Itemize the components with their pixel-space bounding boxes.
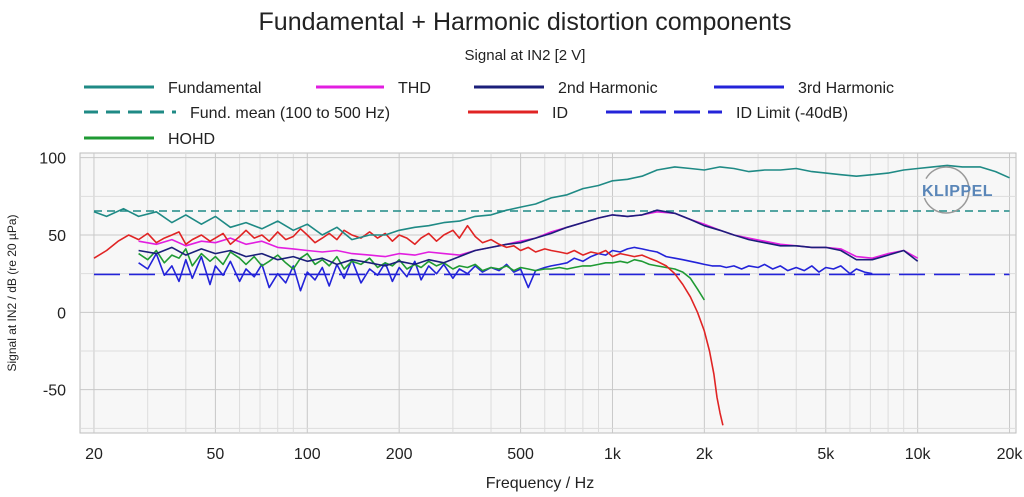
series-h3 — [138, 246, 873, 292]
legend-label-fund-mean: Fund. mean (100 to 500 Hz) — [190, 105, 390, 122]
plot-area — [79, 152, 1017, 434]
chart-subtitle: Signal at IN2 [2 V] — [465, 47, 586, 64]
y-tick-label: 100 — [39, 151, 66, 168]
legend-label-h2: 2nd Harmonic — [558, 80, 658, 97]
x-tick-label: 5k — [817, 446, 835, 463]
series-fund — [93, 164, 1010, 241]
x-tick-label: 100 — [294, 446, 321, 463]
x-tick-label: 1k — [604, 446, 622, 463]
legend-label-h3: 3rd Harmonic — [798, 80, 894, 97]
y-tick-label: 0 — [57, 305, 66, 322]
legend-label-hohd: HOHD — [168, 131, 215, 148]
x-axis-label: Frequency / Hz — [486, 475, 594, 492]
x-tick-label: 2k — [696, 446, 714, 463]
legend-label-fund: Fundamental — [168, 80, 261, 97]
legend-label-id: ID — [552, 105, 568, 122]
legend-label-thd: THD — [398, 80, 431, 97]
logo-text: KLIPPEL — [922, 183, 993, 200]
y-tick-label: 50 — [48, 228, 66, 245]
x-tick-label: 10k — [905, 446, 932, 463]
series-hohd — [138, 248, 705, 301]
series-h2 — [138, 209, 919, 267]
x-tick-label: 500 — [507, 446, 534, 463]
x-tick-label: 50 — [207, 446, 225, 463]
chart-title: Fundamental + Harmonic distortion compon… — [259, 8, 792, 36]
series-id — [93, 224, 724, 426]
series-lines — [93, 164, 1010, 426]
klippel-logo: KLIPPEL — [922, 166, 993, 214]
legend-label-id-limit: ID Limit (-40dB) — [736, 105, 848, 122]
y-tick-label: -50 — [43, 383, 66, 400]
legend: Fundamental THD 2nd Harmonic 3rd Harmonic Fu… — [84, 80, 894, 148]
x-tick-label: 20k — [997, 446, 1024, 463]
x-tick-label: 200 — [386, 446, 413, 463]
x-tick-label: 20 — [85, 446, 103, 463]
y-axis-label: Signal at IN2 / dB (re 20 µPa) — [5, 215, 19, 372]
